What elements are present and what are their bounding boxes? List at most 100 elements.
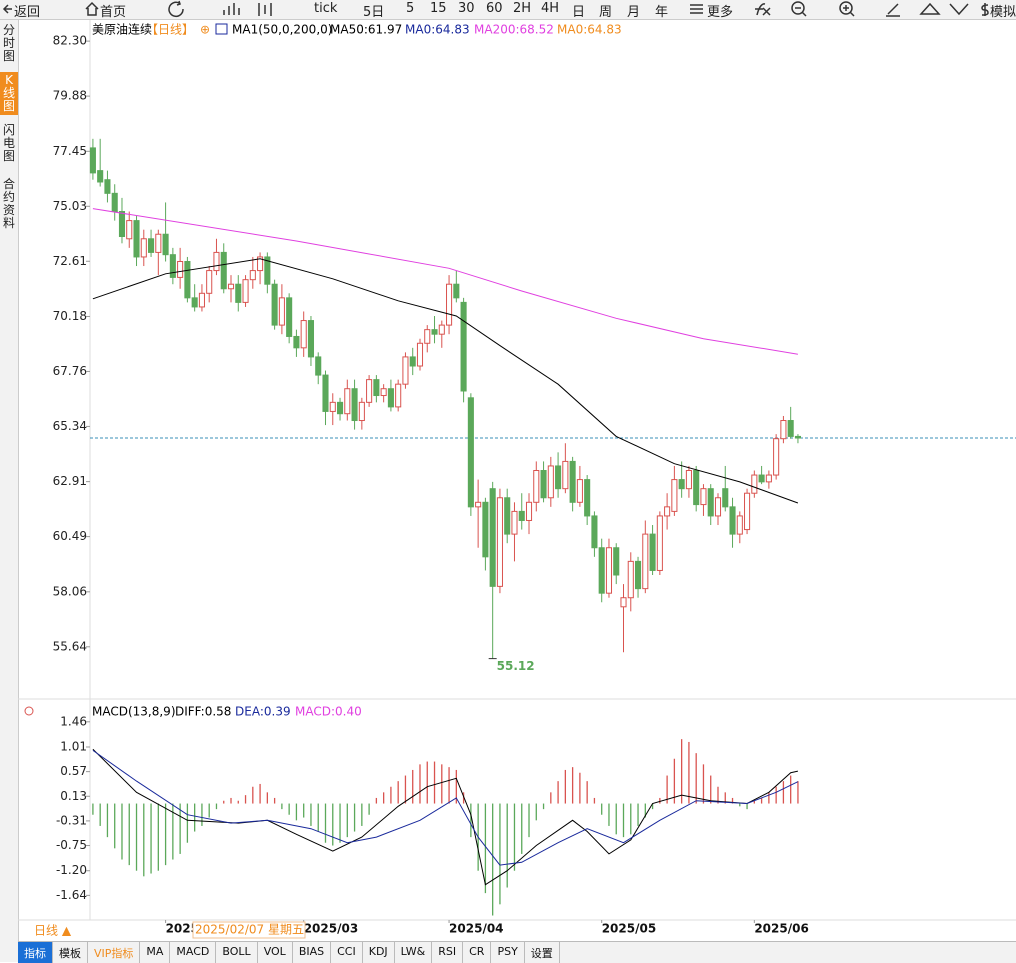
bottom-tab[interactable]: BOLL — [216, 942, 258, 963]
period-button[interactable]: 5 — [406, 1, 415, 16]
period-button[interactable]: 日 — [572, 5, 586, 20]
candle-body — [380, 388, 387, 397]
indicator-line — [92, 749, 799, 866]
period-button[interactable]: 15 — [430, 1, 447, 16]
indicator-line — [92, 258, 799, 504]
home-button[interactable]: 首页 — [100, 5, 127, 20]
candle-body — [373, 379, 380, 397]
period-button[interactable]: 30 — [458, 1, 475, 16]
candle-body — [569, 460, 576, 503]
x-tick-label: 2025/03 — [304, 922, 358, 936]
refresh-icon — [168, 0, 184, 18]
dollar-icon — [981, 3, 989, 16]
period-tag: 【日线】 — [146, 23, 194, 37]
bottom-tab[interactable]: CCI — [331, 942, 363, 963]
candle-body — [707, 488, 714, 517]
candle-body — [547, 465, 554, 499]
period-button[interactable]: 2H — [513, 1, 532, 16]
candle-body — [511, 510, 518, 535]
candle-body — [656, 515, 663, 571]
bottom-tab[interactable]: RSI — [432, 942, 464, 963]
candle-body — [700, 488, 707, 506]
bottom-tab[interactable]: CR — [463, 942, 492, 963]
candle-body — [714, 497, 722, 517]
fx-icon — [755, 3, 771, 16]
candle-body — [693, 470, 700, 506]
candle-body — [620, 597, 627, 608]
candle-body — [242, 279, 249, 303]
candle-body — [126, 220, 133, 240]
bottom-tab[interactable]: KDJ — [363, 942, 395, 963]
side-tab[interactable]: 分时图 — [2, 23, 15, 63]
simulate-button[interactable]: 模拟 — [990, 5, 1016, 20]
candle-body — [286, 297, 293, 337]
indicator-icon — [215, 23, 228, 35]
sidebar: 分时图 K线图 闪电图 合约资料 — [0, 20, 19, 962]
y-tick-label: 1.01 — [60, 739, 87, 753]
y-tick-label: 70.18 — [53, 309, 87, 323]
candle-body — [191, 297, 198, 308]
bottom-tab[interactable]: 模板 — [53, 942, 88, 963]
candle-body — [162, 233, 169, 256]
candle-body — [278, 297, 285, 326]
candle-body — [642, 533, 649, 590]
zoom-in-icon — [839, 1, 853, 15]
bottom-tab[interactable]: MA — [140, 942, 171, 963]
candle-body — [140, 238, 147, 258]
side-tab[interactable]: 合约资料 — [2, 177, 15, 230]
period-button[interactable]: 4H — [541, 1, 560, 16]
candle-body — [678, 479, 685, 490]
bottom-tab[interactable]: MACD — [170, 942, 217, 963]
candle-body — [293, 335, 300, 349]
bottom-tab[interactable]: VOL — [258, 942, 293, 963]
candle-body — [765, 474, 772, 483]
candle-body — [787, 420, 794, 437]
bottom-tab[interactable]: VIP指标 — [88, 942, 141, 963]
settings-icon[interactable] — [24, 706, 34, 716]
candle-body — [169, 254, 176, 278]
candle-body — [685, 470, 692, 490]
candle-body — [758, 474, 765, 483]
candle-body — [344, 388, 351, 415]
candle-body — [264, 256, 271, 285]
candle-body — [780, 420, 787, 440]
candle-body — [467, 397, 474, 508]
zoom-out-icon — [791, 1, 805, 15]
y-tick-label: 0.57 — [60, 764, 87, 778]
side-tab[interactable]: 闪电图 — [2, 123, 15, 163]
candle-body — [794, 435, 801, 439]
period-button[interactable]: 月 — [627, 5, 641, 20]
bottom-tab[interactable]: 设置 — [525, 942, 560, 963]
more-button[interactable]: 更多 — [707, 5, 734, 20]
candle-body — [104, 179, 111, 194]
period-button[interactable]: 周 — [599, 5, 613, 20]
candle-body — [271, 283, 278, 326]
bottom-tab[interactable]: PSY — [491, 942, 525, 963]
side-tab[interactable]: K线图 — [0, 72, 18, 115]
candle-body — [504, 497, 511, 535]
bottom-tab[interactable]: LW& — [395, 942, 433, 963]
y-tick-label: 82.30 — [53, 34, 87, 48]
candle-body — [576, 479, 583, 503]
back-button[interactable]: 返回 — [14, 5, 41, 20]
tick-button[interactable]: tick — [314, 1, 338, 16]
candle-body — [416, 342, 424, 367]
candle-body — [366, 379, 373, 403]
bottom-tab[interactable]: BIAS — [293, 942, 332, 963]
down-icon — [949, 3, 969, 16]
period-button[interactable]: 60 — [486, 1, 503, 16]
pen-icon — [886, 3, 900, 17]
candle-body — [336, 401, 344, 415]
candle-body — [453, 283, 460, 299]
period-button[interactable]: 年 — [655, 5, 669, 20]
x-tick-label: 2025/05 — [602, 922, 656, 936]
candle-body — [213, 251, 220, 272]
candle-body — [184, 260, 191, 299]
bottom-tab[interactable]: 指标 — [18, 942, 53, 963]
period-button[interactable]: 5日 — [363, 5, 385, 20]
back-icon — [2, 4, 12, 14]
candle-body — [591, 515, 598, 549]
candle-body — [300, 320, 307, 349]
candle-body — [562, 460, 569, 490]
candle-body — [315, 356, 322, 376]
